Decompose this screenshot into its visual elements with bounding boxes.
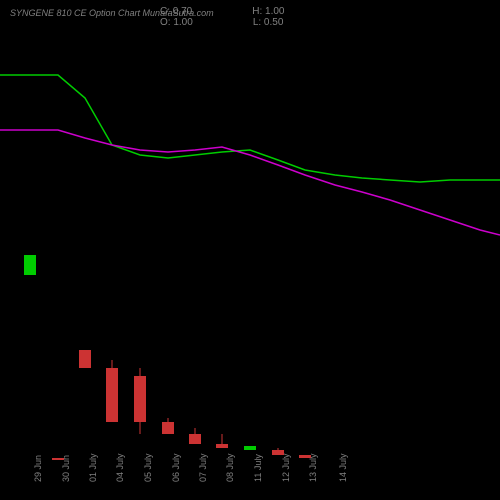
series-green bbox=[0, 75, 500, 182]
candle-body bbox=[134, 376, 146, 422]
ohlc-high: H: 1.00 bbox=[252, 6, 284, 17]
x-axis-labels: 29 Jun 30 Jun 01 July 04 July 05 July 06 July… bbox=[0, 442, 500, 492]
ohlc-close: C: 0.70 bbox=[160, 6, 192, 17]
x-axis-label: 13 July bbox=[308, 453, 318, 482]
x-axis-label: 12 July bbox=[281, 453, 291, 482]
candle-body bbox=[24, 255, 36, 275]
x-axis-label: 30 Jun bbox=[61, 455, 71, 482]
x-axis-label: 14 July bbox=[338, 453, 348, 482]
candle-body bbox=[106, 368, 118, 422]
x-axis-label: 11 July bbox=[253, 454, 263, 482]
candle-body bbox=[79, 350, 91, 368]
x-axis-label: 07 July bbox=[198, 453, 208, 482]
chart-svg bbox=[0, 30, 500, 460]
x-axis-label: 06 July bbox=[171, 453, 181, 482]
x-axis-label: 29 Jun bbox=[33, 455, 43, 482]
series-magenta bbox=[0, 130, 500, 235]
x-axis-label: 08 July bbox=[225, 453, 235, 482]
ohlc-open: O: 1.00 bbox=[160, 17, 193, 28]
chart-area bbox=[0, 30, 500, 460]
ohlc-block: C: 0.70 H: 1.00 O: 1.00 L: 0.50 bbox=[160, 6, 285, 28]
x-axis-label: 05 July bbox=[143, 453, 153, 482]
x-axis-label: 04 July bbox=[115, 453, 125, 482]
candle-body bbox=[162, 422, 174, 434]
ohlc-low: L: 0.50 bbox=[253, 17, 284, 28]
x-axis-label: 01 July bbox=[88, 453, 98, 482]
